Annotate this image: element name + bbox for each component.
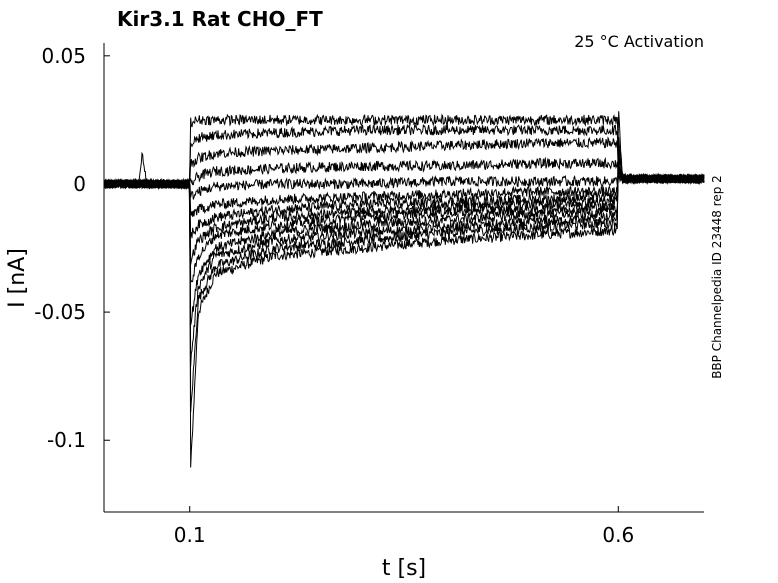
- trace-line: [103, 168, 705, 265]
- y-axis-label: I [nA]: [5, 248, 30, 308]
- traces: [103, 111, 705, 468]
- chart-title: Kir3.1 Rat CHO_FT: [117, 7, 323, 31]
- x-tick-label: 0.6: [602, 523, 634, 547]
- trace-line: [103, 111, 705, 468]
- x-tick-label: 0.1: [174, 523, 206, 547]
- trace-line: [103, 145, 705, 367]
- trace-line: [103, 156, 705, 190]
- y-ticks: 0.05 0 -0.05 -0.1: [34, 44, 110, 452]
- chart-annotation: 25 °C Activation: [574, 32, 704, 51]
- trace-line: [103, 157, 705, 326]
- trace-line: [103, 136, 705, 190]
- y-tick-label: -0.1: [47, 428, 86, 452]
- trace-line: [103, 168, 705, 217]
- x-ticks: 0.1 0.6: [174, 506, 634, 547]
- trace-line: [103, 169, 705, 239]
- x-axis-label: t [s]: [382, 556, 426, 581]
- trace-line: [103, 166, 705, 284]
- trace-line: [103, 173, 705, 200]
- trace-line: [103, 123, 705, 191]
- channelpedia-id-label: BBP Channelpedia ID 23448 rep 2: [710, 175, 724, 379]
- trace-line: [103, 113, 705, 189]
- y-tick-label: 0: [73, 172, 86, 196]
- y-tick-label: 0.05: [41, 44, 86, 68]
- trace-line: [103, 136, 705, 413]
- y-tick-label: -0.05: [34, 300, 86, 324]
